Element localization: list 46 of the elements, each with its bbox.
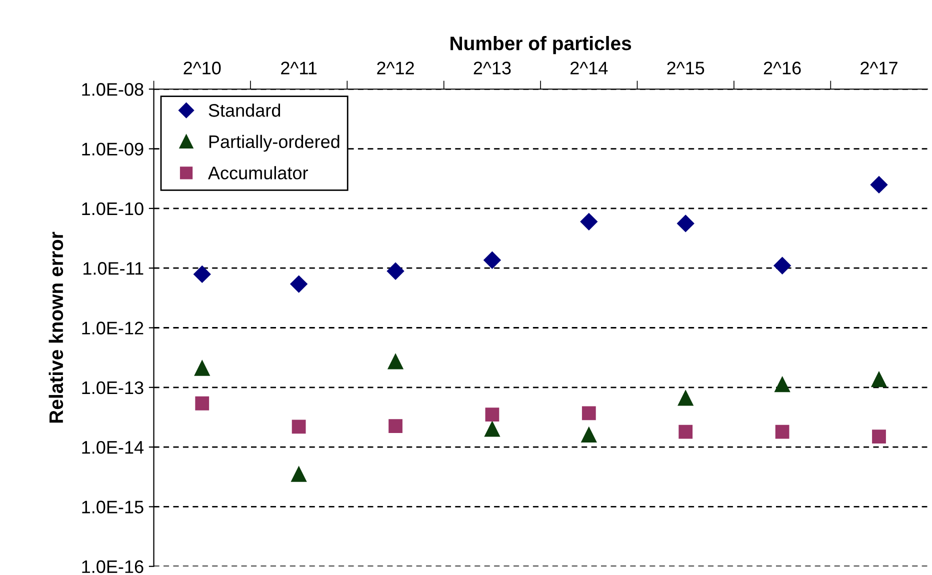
point — [581, 427, 597, 443]
point — [194, 360, 210, 376]
x-axis-title: Number of particles — [450, 36, 632, 54]
legend-label: Partially-ordered — [209, 134, 340, 152]
x-tick-label: 2^15 — [667, 62, 704, 74]
y-tick-label: 1.0E-08 — [82, 83, 144, 96]
y-tick-label: 1.0E-13 — [82, 381, 144, 394]
point — [872, 430, 886, 444]
y-tick-label: 1.0E-14 — [82, 440, 144, 454]
point — [194, 266, 211, 283]
point — [871, 372, 887, 388]
point — [292, 420, 306, 434]
x-tick-label: 2^13 — [474, 62, 511, 74]
legend-label: Standard — [208, 104, 280, 117]
point — [388, 419, 402, 433]
x-tick-label: 2^16 — [764, 62, 801, 74]
y-tick-label: 1.0E-11 — [84, 262, 144, 275]
y-tick-label: 1.0E-10 — [82, 202, 144, 216]
y-axis-title: Relative known error — [48, 232, 64, 423]
point — [386, 262, 404, 280]
x-tick-label: 2^11 — [281, 62, 317, 74]
point — [484, 421, 500, 437]
point — [677, 214, 694, 232]
x-tick-label: 2^12 — [377, 62, 414, 74]
x-tick-label: 2^17 — [860, 62, 898, 74]
point — [195, 396, 210, 410]
y-tick-label: 1.0E-09 — [82, 142, 144, 156]
point — [678, 424, 693, 439]
point — [774, 376, 790, 392]
point — [290, 276, 308, 293]
point — [484, 252, 501, 269]
y-tick-label: 1.0E-15 — [82, 500, 144, 514]
x-tick-label: 2^10 — [184, 62, 221, 74]
legend-label: Accumulator — [208, 166, 308, 180]
y-tick-label: 1.0E-12 — [82, 322, 144, 334]
point — [870, 176, 888, 194]
x-tick-label: 2^14 — [570, 62, 608, 74]
point — [485, 408, 500, 422]
point — [580, 213, 598, 230]
point — [774, 257, 791, 274]
point — [775, 424, 790, 439]
point — [388, 354, 404, 370]
point — [678, 390, 694, 406]
point — [582, 406, 596, 420]
y-tick-label: 1.0E-16 — [82, 560, 144, 574]
point — [291, 466, 306, 482]
